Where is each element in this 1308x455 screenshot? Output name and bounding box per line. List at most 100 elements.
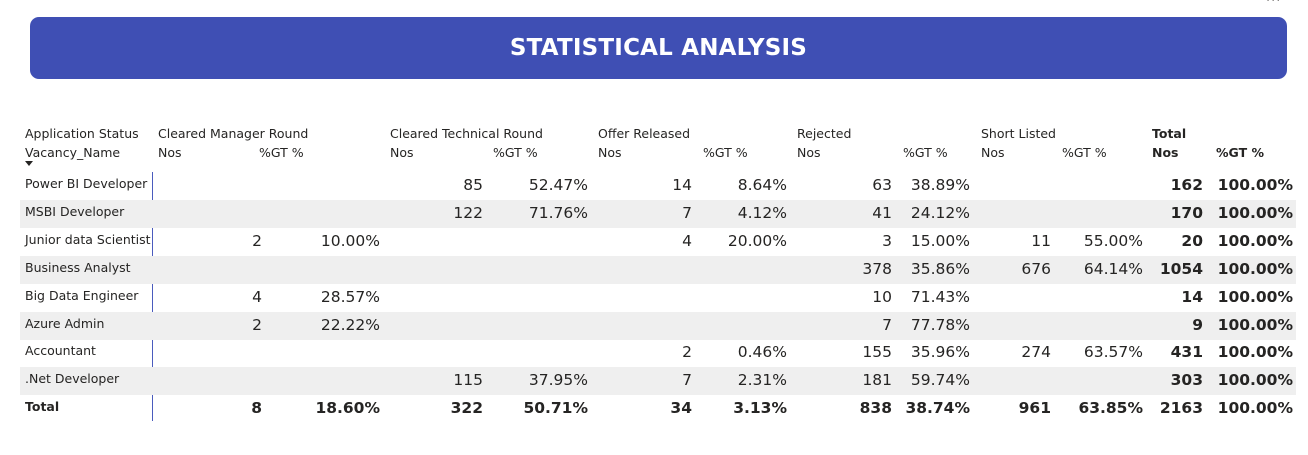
measure-header[interactable]: Nos bbox=[1152, 145, 1179, 160]
table-cell: 431 bbox=[1170, 343, 1203, 362]
measure-header[interactable]: %GT % bbox=[259, 145, 304, 160]
measure-header[interactable]: Nos bbox=[598, 145, 622, 160]
table-cell: 7 bbox=[682, 371, 692, 390]
table-cell: 59.74% bbox=[910, 371, 970, 390]
table-cell: 181 bbox=[862, 371, 892, 390]
column-group-header[interactable]: Short Listed bbox=[981, 126, 1056, 141]
row-header[interactable]: MSBI Developer bbox=[25, 203, 125, 219]
table-cell: 8.64% bbox=[737, 176, 787, 194]
column-group-header[interactable]: Total bbox=[1152, 126, 1187, 141]
table-cell: 2 bbox=[252, 231, 262, 250]
column-group-header[interactable]: Cleared Technical Round bbox=[390, 126, 543, 141]
table-cell: 4 bbox=[252, 287, 262, 306]
table-cell: 274 bbox=[1021, 343, 1051, 362]
table-cell: 100.00% bbox=[1217, 315, 1293, 334]
table-row bbox=[20, 311, 1296, 340]
table-cell: 41 bbox=[872, 203, 892, 222]
table-cell: 7 bbox=[882, 315, 892, 334]
table-cell: 2 bbox=[682, 343, 692, 362]
table-cell: 24.12% bbox=[910, 203, 970, 222]
table-cell: 35.86% bbox=[910, 259, 970, 278]
table-cell: 322 bbox=[450, 399, 483, 418]
table-cell: 18.60% bbox=[315, 399, 380, 418]
table-cell: 71.76% bbox=[528, 203, 588, 222]
table-cell: 85 bbox=[463, 176, 483, 194]
table-cell: 100.00% bbox=[1217, 343, 1293, 362]
measure-header[interactable]: %GT % bbox=[1062, 145, 1107, 160]
table-cell: 162 bbox=[1170, 176, 1203, 194]
column-group-header[interactable]: Rejected bbox=[797, 126, 852, 141]
table-cell: 4 bbox=[682, 231, 692, 250]
table-cell: 7 bbox=[682, 203, 692, 222]
row-header[interactable]: Azure Admin bbox=[25, 315, 105, 331]
measure-header[interactable]: Nos bbox=[390, 145, 414, 160]
table-row bbox=[20, 172, 1296, 200]
table-cell: 122 bbox=[453, 203, 483, 222]
table-cell: 14 bbox=[672, 176, 692, 194]
table-cell: 63.85% bbox=[1078, 399, 1143, 418]
table-cell: 676 bbox=[1021, 259, 1051, 278]
table-cell: 100.00% bbox=[1217, 231, 1293, 250]
table-cell: 961 bbox=[1018, 399, 1051, 418]
measure-header[interactable]: %GT % bbox=[903, 145, 948, 160]
table-cell: 378 bbox=[862, 259, 892, 278]
row-header[interactable]: Business Analyst bbox=[25, 259, 131, 275]
sort-descending-icon[interactable] bbox=[25, 161, 33, 166]
row-header-divider bbox=[152, 172, 153, 421]
table-cell: 100.00% bbox=[1217, 287, 1293, 306]
row-header[interactable]: Total bbox=[25, 399, 60, 415]
measure-header[interactable]: %GT % bbox=[493, 145, 538, 160]
table-cell: 100.00% bbox=[1217, 371, 1293, 390]
table-cell: 155 bbox=[862, 343, 892, 362]
table-cell: 100.00% bbox=[1217, 399, 1293, 418]
row-header[interactable]: Power BI Developer bbox=[25, 176, 148, 191]
table-cell: 15.00% bbox=[910, 231, 970, 250]
table-cell: 100.00% bbox=[1217, 203, 1293, 222]
row-header[interactable]: Accountant bbox=[25, 343, 96, 359]
table-cell: 20 bbox=[1181, 231, 1203, 250]
table-cell: 838 bbox=[859, 399, 892, 418]
table-cell: 10.00% bbox=[320, 231, 380, 250]
table-cell: 3.13% bbox=[733, 399, 787, 418]
table-cell: 11 bbox=[1031, 231, 1051, 250]
table-cell: 52.47% bbox=[528, 176, 588, 194]
row-field-top-header[interactable]: Application Status bbox=[25, 126, 139, 141]
table-cell: 64.14% bbox=[1083, 259, 1143, 278]
table-cell: 37.95% bbox=[528, 371, 588, 390]
column-group-header[interactable]: Cleared Manager Round bbox=[158, 126, 309, 141]
table-cell: 50.71% bbox=[523, 399, 588, 418]
table-cell: 55.00% bbox=[1083, 231, 1143, 250]
table-cell: 1054 bbox=[1159, 259, 1203, 278]
row-header[interactable]: Big Data Engineer bbox=[25, 287, 139, 303]
row-field-header[interactable]: Vacancy_Name bbox=[25, 145, 121, 160]
measure-header[interactable]: Nos bbox=[981, 145, 1005, 160]
table-cell: 20.00% bbox=[727, 231, 787, 250]
row-header[interactable]: Junior data Scientist bbox=[25, 231, 151, 247]
table-cell: 100.00% bbox=[1217, 176, 1293, 194]
table-cell: 28.57% bbox=[320, 287, 380, 306]
table-cell: 2.31% bbox=[737, 371, 787, 390]
measure-header[interactable]: %GT % bbox=[1216, 145, 1264, 160]
table-cell: 22.22% bbox=[320, 315, 380, 334]
table-cell: 8 bbox=[251, 399, 262, 418]
table-cell: 63.57% bbox=[1083, 343, 1143, 362]
table-row bbox=[20, 367, 1296, 396]
table-cell: 38.74% bbox=[905, 399, 970, 418]
table-cell: 63 bbox=[872, 176, 892, 194]
row-header[interactable]: .Net Developer bbox=[25, 371, 120, 387]
measure-header[interactable]: Nos bbox=[797, 145, 821, 160]
table-cell: 100.00% bbox=[1217, 259, 1293, 278]
column-group-header[interactable]: Offer Released bbox=[598, 126, 691, 141]
table-cell: 38.89% bbox=[910, 176, 970, 194]
table-cell: 3 bbox=[882, 231, 892, 250]
table-cell: 35.96% bbox=[910, 343, 970, 362]
measure-header[interactable]: %GT % bbox=[703, 145, 748, 160]
more-options-icon[interactable]: ··· bbox=[1266, 0, 1282, 9]
table-cell: 2 bbox=[252, 315, 262, 334]
table-cell: 77.78% bbox=[910, 315, 970, 334]
title-banner: STATISTICAL ANALYSIS bbox=[30, 17, 1287, 79]
table-cell: 170 bbox=[1170, 203, 1203, 222]
measure-header[interactable]: Nos bbox=[158, 145, 182, 160]
table-cell: 10 bbox=[872, 287, 892, 306]
